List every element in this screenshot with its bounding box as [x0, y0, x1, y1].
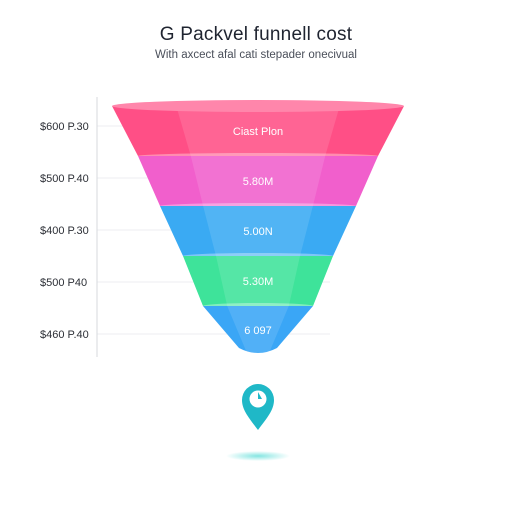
chart-subtitle: With axcect afal cati stepader onecivual [155, 49, 357, 61]
pin-needle [258, 392, 262, 399]
funnel-segment-highlight [190, 156, 326, 206]
y-tick-label: $500 P40 [40, 277, 87, 289]
funnel-stage: 5.00N [160, 206, 356, 259]
funnel-segment-highlight [176, 106, 340, 156]
stage-label: Ciast Plon [233, 126, 283, 138]
funnel-rim [112, 100, 404, 112]
funnel-stages: Ciast Plon 5.80M 5.00N 5.30M 6 097 [112, 100, 404, 354]
y-tick-label: $600 P.30 [40, 121, 89, 133]
funnel-stage: Ciast Plon [112, 100, 404, 159]
stage-label: 5.30M [243, 276, 274, 288]
funnel-segment [138, 156, 378, 206]
funnel-segment [203, 306, 313, 353]
funnel-segment [183, 256, 333, 306]
funnel-segment-highlight [216, 256, 300, 306]
map-pin-marker [226, 384, 290, 461]
y-tick-labels: $600 P.30 $500 P.40 $400 P.30 $500 P40 $460 … [40, 121, 89, 341]
funnel-stage: 5.30M [183, 256, 333, 309]
funnel-stage: 6 097 [203, 306, 313, 354]
stage-label: 5.00N [243, 226, 272, 238]
funnel-segment-highlight [227, 306, 289, 354]
chart-title: G Packvel funnell cost [159, 24, 353, 45]
stage-label: 6 097 [244, 325, 272, 337]
pin-shadow [226, 451, 290, 461]
funnel-segment [112, 106, 404, 156]
funnel-segment-highlight [203, 206, 313, 256]
y-tick-label: $500 P.40 [40, 173, 89, 185]
funnel-stage: 5.80M [138, 156, 378, 209]
stage-label: 5.80M [243, 176, 274, 188]
y-tick-label: $400 P.30 [40, 225, 89, 237]
funnel-segment [160, 206, 356, 256]
y-tick-label: $460 P.40 [40, 329, 89, 341]
